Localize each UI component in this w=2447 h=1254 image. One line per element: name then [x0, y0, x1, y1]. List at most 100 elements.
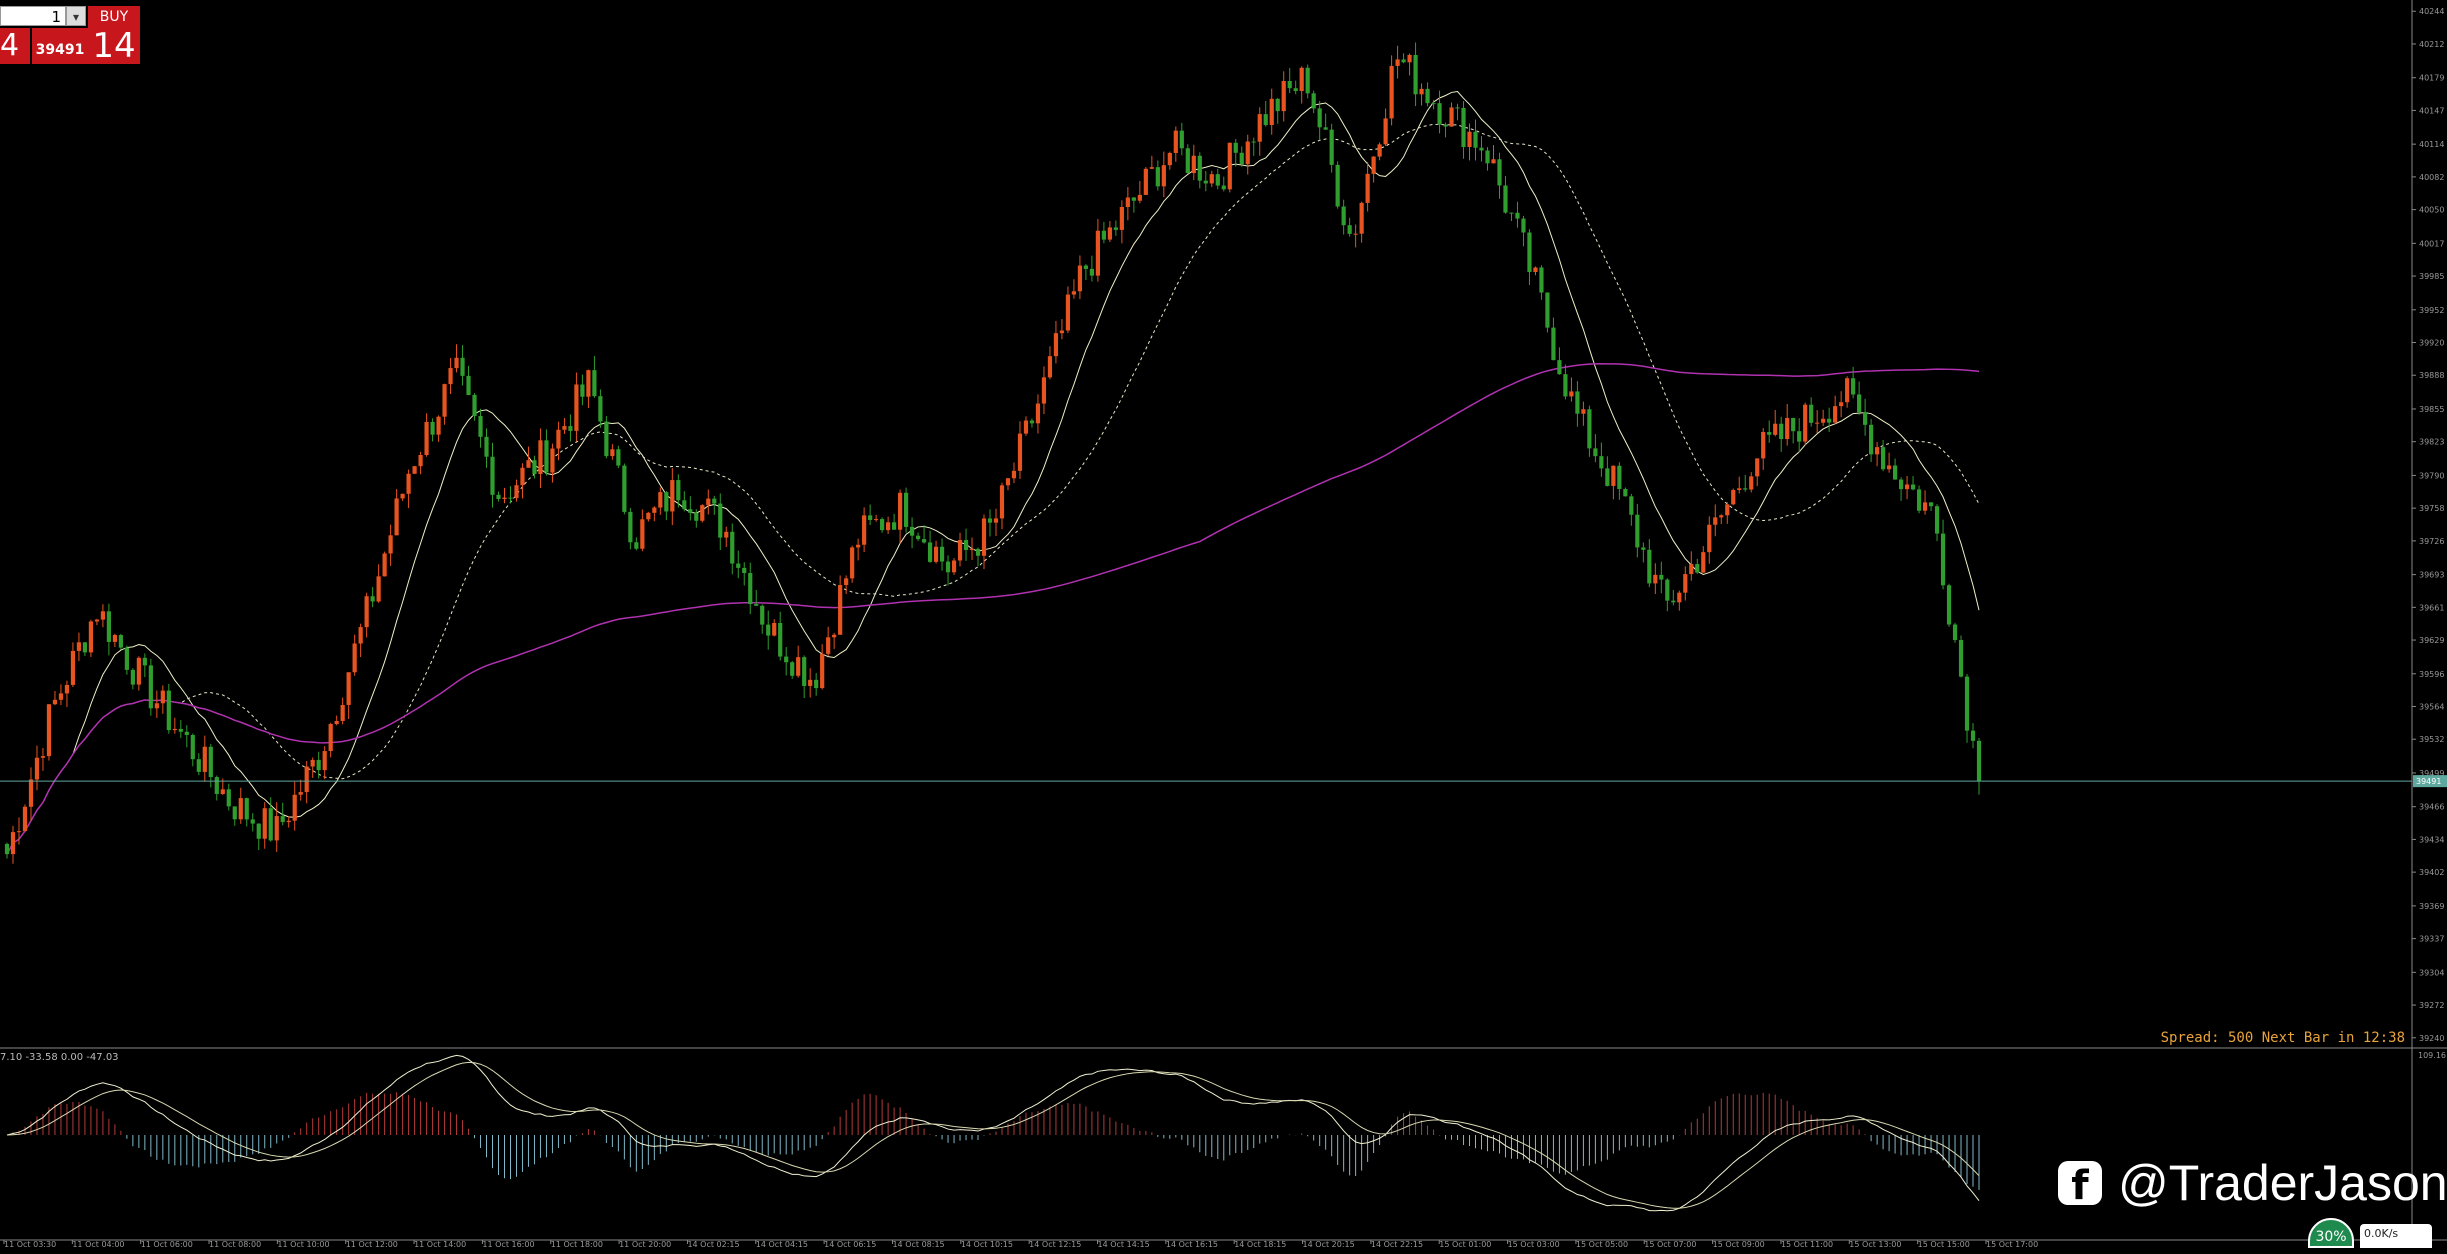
- candle-body: [1575, 391, 1580, 414]
- time-tick-label: 15 Oct 05:00: [1576, 1240, 1628, 1248]
- candle-body: [1767, 432, 1772, 435]
- candle-body: [1443, 124, 1448, 127]
- candle-body: [256, 823, 261, 839]
- candle-body: [676, 480, 681, 501]
- candle-body: [1791, 418, 1796, 432]
- time-tick-label: 14 Oct 04:15: [756, 1240, 808, 1248]
- candlesticks: [4, 42, 1982, 864]
- candle-body: [304, 766, 309, 793]
- one-click-trading-panel: 1 ▾ BUY 4 39491 14: [0, 6, 140, 64]
- candle-body: [1875, 447, 1880, 455]
- candle-body: [1910, 484, 1916, 490]
- candle-body: [226, 789, 231, 807]
- candle-body: [1701, 552, 1706, 573]
- candle-body: [868, 515, 873, 520]
- time-axis: 11 Oct 03:30 11 Oct 04:00 11 Oct 06:00 11 O…: [3, 1240, 2038, 1248]
- price-tick-label: 39790: [2419, 471, 2444, 480]
- candle-body: [1191, 155, 1196, 174]
- candle-body: [1731, 490, 1736, 505]
- candle-body: [1545, 292, 1550, 328]
- candle-body: [1779, 423, 1784, 440]
- candle-body: [1473, 131, 1478, 148]
- candle-body: [1143, 168, 1148, 195]
- candle-body: [370, 596, 375, 602]
- price-tick-label: 39337: [2419, 935, 2444, 944]
- candle-body: [1083, 265, 1089, 269]
- candle-body: [814, 679, 819, 689]
- candle-body: [874, 519, 879, 521]
- candle-body: [268, 808, 273, 841]
- candle-body: [1311, 93, 1316, 109]
- candle-body: [1029, 420, 1035, 424]
- candle-body: [1047, 356, 1053, 378]
- candle-body: [1916, 489, 1922, 511]
- candle-body: [664, 492, 669, 512]
- long-ma-line: [6, 363, 1980, 855]
- candle-body: [112, 635, 117, 642]
- candle-body: [766, 624, 771, 636]
- candle-body: [1581, 409, 1586, 414]
- candle-body: [436, 416, 441, 435]
- buy-price[interactable]: 14: [88, 28, 140, 64]
- candle-body: [1671, 600, 1676, 603]
- candle-body: [556, 429, 561, 449]
- candle-body: [1149, 167, 1154, 169]
- candle-body: [1497, 159, 1502, 186]
- time-tick-label: 15 Oct 01:00: [1439, 1240, 1491, 1248]
- candle-body: [322, 751, 327, 771]
- lot-size-input[interactable]: 1: [0, 6, 66, 26]
- candle-body: [1958, 640, 1964, 677]
- candle-body: [1869, 424, 1874, 455]
- candle-body: [172, 728, 177, 731]
- candle-body: [208, 746, 213, 778]
- candle-body: [10, 832, 16, 855]
- candle-body: [927, 542, 933, 562]
- candle-body: [694, 512, 699, 521]
- current-price-label: 39491: [2416, 777, 2441, 786]
- candle-body: [496, 494, 501, 499]
- candle-body: [1317, 108, 1322, 128]
- candle-body: [604, 421, 609, 457]
- candle-body: [646, 512, 651, 520]
- candle-body: [658, 492, 663, 508]
- candle-body: [1137, 194, 1142, 201]
- candle-body: [1773, 423, 1778, 435]
- candle-body: [963, 540, 969, 551]
- candle-body: [94, 619, 100, 622]
- time-tick-label: 14 Oct 06:15: [824, 1240, 876, 1248]
- candle-body: [1299, 67, 1304, 92]
- candle-body: [1629, 496, 1634, 515]
- candle-body: [1209, 174, 1214, 184]
- candle-body: [790, 662, 795, 676]
- candle-body: [1976, 740, 1982, 782]
- candle-body: [1263, 114, 1268, 126]
- candle-body: [160, 690, 165, 704]
- time-tick-label: 14 Oct 18:15: [1234, 1240, 1286, 1248]
- candle-body: [736, 563, 741, 568]
- candle-body: [892, 522, 897, 530]
- sell-price[interactable]: 4: [0, 28, 30, 64]
- candle-body: [1857, 394, 1862, 413]
- candle-body: [1077, 265, 1083, 292]
- candle-body: [466, 375, 471, 395]
- candle-body: [538, 440, 543, 474]
- time-tick-label: 14 Oct 08:15: [892, 1240, 944, 1248]
- time-tick-label: 14 Oct 12:15: [1029, 1240, 1081, 1248]
- price-tick-label: 40114: [2419, 140, 2444, 149]
- candle-body: [520, 467, 525, 486]
- candle-body: [1389, 65, 1394, 119]
- candle-body: [1455, 107, 1460, 109]
- candle-body: [1257, 114, 1262, 142]
- candle-body: [1203, 180, 1208, 184]
- price-tick-label: 40050: [2419, 206, 2444, 215]
- buy-button[interactable]: BUY: [88, 6, 140, 28]
- candle-body: [1695, 564, 1700, 573]
- candle-body: [478, 416, 483, 437]
- candle-body: [1419, 88, 1424, 95]
- time-tick-label: 15 Oct 07:00: [1644, 1240, 1696, 1248]
- lot-step-icon[interactable]: ▾: [66, 6, 86, 26]
- macd-panel: [6, 1054, 1980, 1212]
- candle-body: [1623, 489, 1628, 497]
- candle-body: [280, 816, 285, 823]
